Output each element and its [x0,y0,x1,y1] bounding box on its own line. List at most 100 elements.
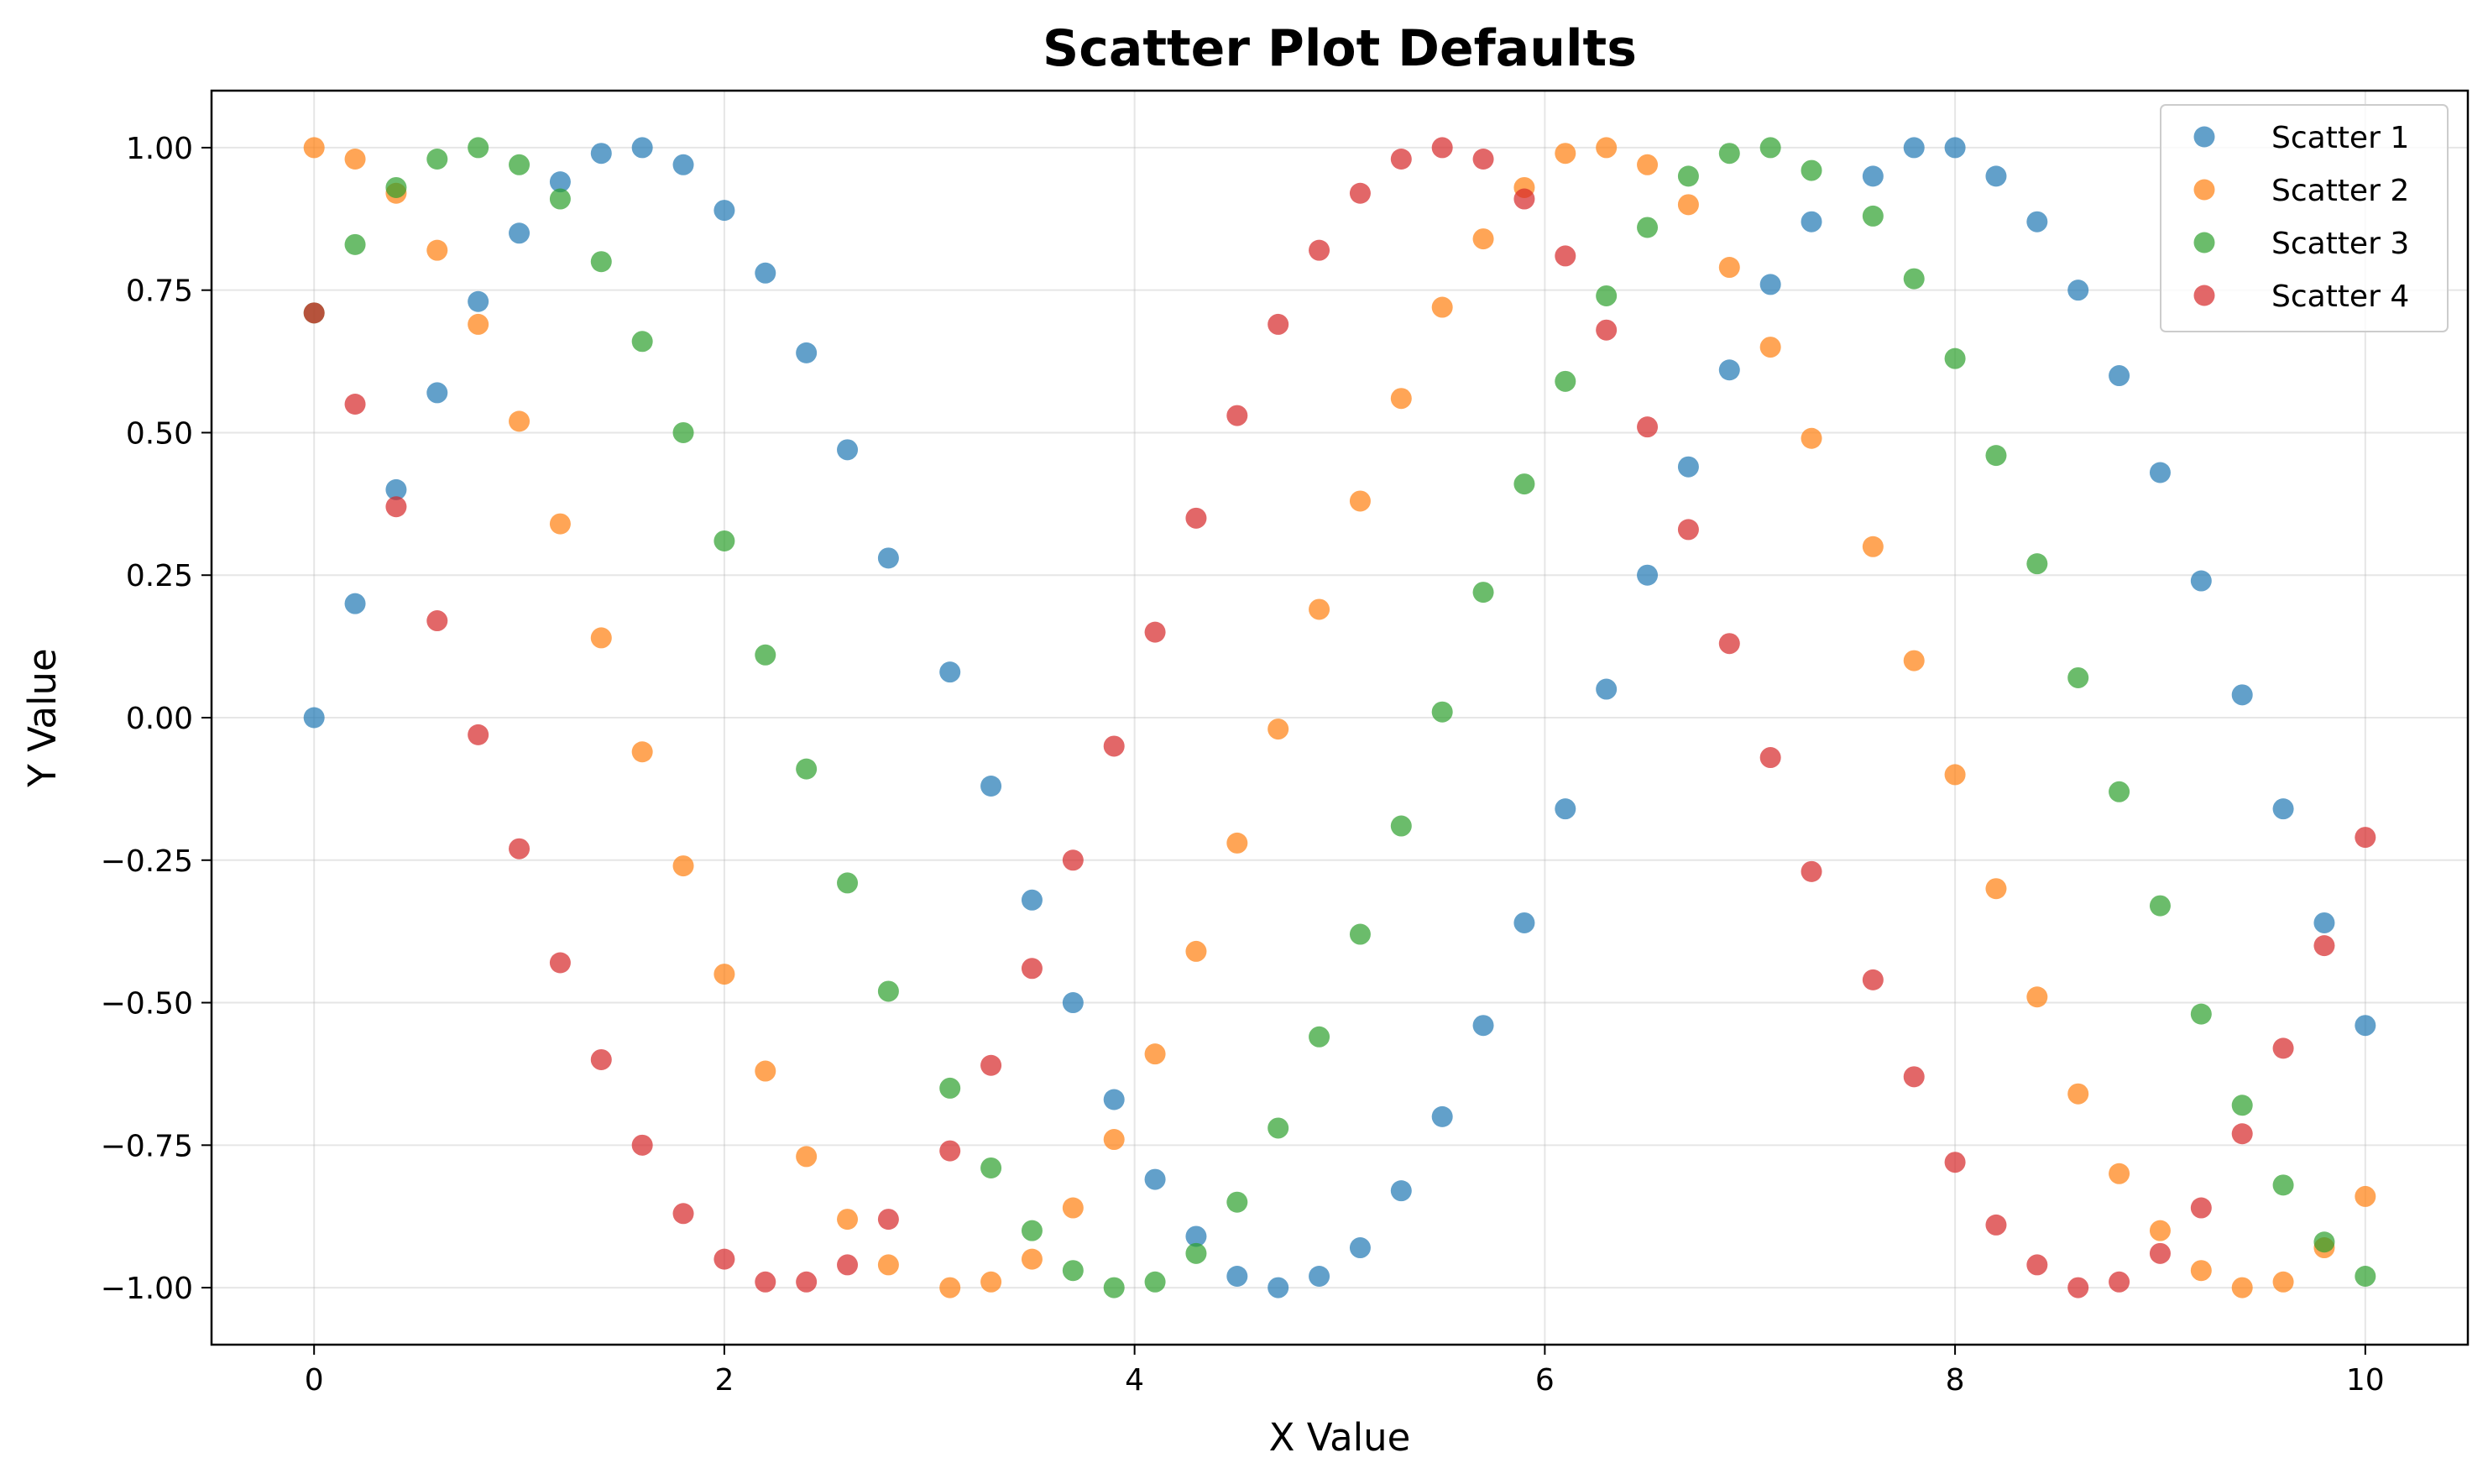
series-2 [303,137,2376,1298]
data-point [2272,1271,2294,1293]
data-point [837,439,859,461]
data-point [1555,370,1576,392]
data-point [1431,701,1453,723]
data-point [590,143,612,165]
data-point [1944,347,1966,369]
data-point [980,1157,1002,1178]
data-point [1226,405,1248,426]
data-point [1103,1277,1125,1298]
data-point [1144,621,1166,643]
x-axis-label: X Value [1269,1415,1411,1460]
data-point [1390,148,1412,170]
data-point [1021,889,1043,911]
x-axis: 0 2 4 6 8 10 [305,1345,2385,1398]
legend-box [2160,104,2449,332]
y-axis-label: Y Value [20,648,65,787]
data-point [672,421,694,443]
data-point [426,382,448,404]
data-point [1309,1026,1330,1048]
data-point [1801,211,1822,233]
data-point [1759,274,1781,295]
data-point [2355,827,2376,849]
data-point [2355,1185,2376,1207]
x-tick-label: 4 [1125,1363,1144,1398]
data-point [2313,935,2335,957]
data-point [509,222,531,244]
data-point [509,154,531,175]
data-point [1431,137,1453,159]
legend-marker [2193,126,2215,148]
data-point [1637,416,1659,438]
data-point [1801,427,1822,449]
data-point [837,872,859,894]
data-point [672,1203,694,1225]
data-point [2190,1260,2212,1282]
data-point [1718,257,1740,279]
y-tick-label: 0.75 [126,274,193,309]
data-point [2355,1266,2376,1288]
data-point [1472,228,1494,250]
data-point [1144,1271,1166,1293]
legend-marker [2193,232,2215,253]
data-point [1677,519,1699,541]
data-point [980,775,1002,797]
data-point [1985,878,2007,900]
data-point [2026,1254,2048,1276]
data-point [1903,650,1925,671]
data-point [939,1077,961,1099]
x-tick-label: 8 [1946,1363,1965,1398]
data-point [1985,165,2007,187]
data-point [468,137,489,159]
data-point [426,239,448,261]
data-point [1185,1242,1207,1264]
data-point [1759,747,1781,769]
data-point [2231,1123,2253,1145]
y-tick-label: −0.25 [101,844,193,879]
y-tick-label: −0.50 [101,987,193,1022]
data-point [939,1140,961,1162]
data-point [2149,1220,2171,1241]
data-point [2231,1095,2253,1116]
data-point [509,410,531,432]
data-point [1390,1180,1412,1202]
data-point [468,313,489,335]
data-point [2313,1231,2335,1253]
data-point [1062,849,1084,871]
data-point [549,513,571,535]
chart-title: Scatter Plot Defaults [1043,19,1637,78]
data-point [426,610,448,632]
data-point [590,627,612,649]
data-point [1062,992,1084,1014]
data-point [509,838,531,860]
data-point [1062,1260,1084,1282]
data-point [1718,633,1740,655]
data-point [1144,1043,1166,1065]
data-points [303,137,2376,1298]
data-point [2149,1242,2171,1264]
data-point [303,707,325,729]
y-tick-label: 0.50 [126,416,193,451]
data-point [1718,359,1740,381]
legend-label: Scatter 2 [2271,174,2409,208]
data-point [1596,319,1618,341]
legend-label: Scatter 4 [2271,280,2409,314]
x-tick-label: 10 [2346,1363,2385,1398]
data-point [2190,570,2212,592]
data-point [631,137,653,159]
data-point [2067,280,2089,301]
data-point [549,171,571,193]
data-point [2231,1277,2253,1298]
data-point [303,302,325,324]
data-point [344,233,366,255]
data-point [344,148,366,170]
data-point [468,724,489,745]
data-point [796,342,818,363]
data-point [1862,536,1884,557]
data-point [468,290,489,312]
y-tick-label: −0.75 [101,1129,193,1163]
data-point [1718,143,1740,165]
data-point [385,496,407,518]
data-point [2313,912,2335,933]
